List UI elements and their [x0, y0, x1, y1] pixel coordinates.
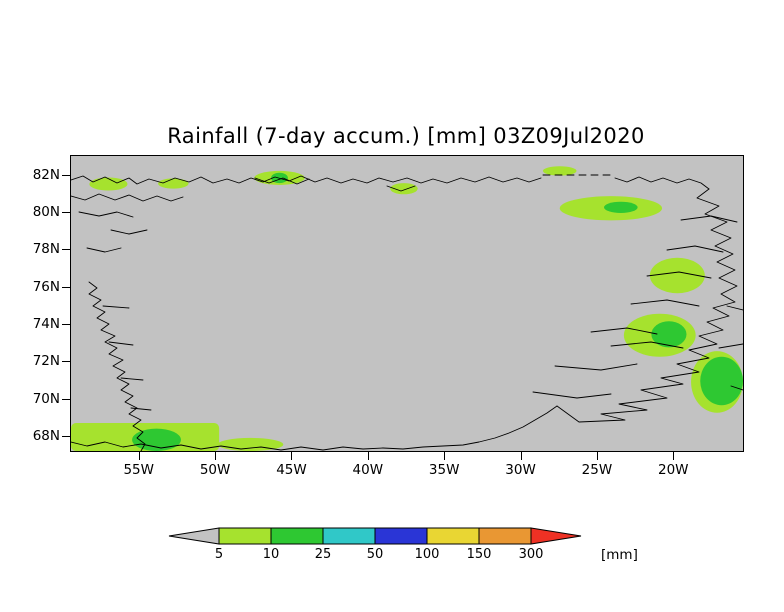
coastline-path — [726, 305, 743, 311]
lon-tick — [520, 452, 522, 460]
lon-tick-label: 40W — [352, 462, 384, 478]
coastline-path — [556, 188, 738, 423]
coastline-path — [130, 407, 152, 411]
coastline-path — [554, 363, 638, 371]
coastline-path — [71, 405, 558, 451]
lon-tick-label: 25W — [581, 462, 613, 478]
lon-tick — [367, 452, 369, 460]
lon-tick-label: 30W — [505, 462, 536, 478]
lat-tick — [62, 398, 70, 400]
coastline-path — [386, 185, 416, 192]
coastline-path — [254, 177, 310, 185]
colorbar-segment — [478, 527, 532, 545]
coastline-path — [88, 281, 146, 451]
rain-patch — [649, 257, 705, 294]
lon-tick-label: 35W — [428, 462, 460, 478]
colorbar-tick-label: 5 — [214, 547, 224, 562]
colorbar-tick-label: 50 — [366, 547, 384, 562]
coastline-path — [646, 271, 712, 279]
coastline-path — [680, 215, 738, 223]
coastlines — [71, 174, 743, 451]
rain-patch — [700, 356, 743, 406]
coastline-path — [102, 305, 130, 309]
lon-tick-label: 20W — [658, 462, 689, 478]
colorbar-tick-label: 100 — [414, 547, 440, 562]
colorbar-tick-label: 150 — [466, 547, 492, 562]
coastline-path — [718, 343, 743, 349]
coastline-path — [614, 176, 710, 190]
coastline-path — [86, 247, 122, 253]
lat-tick — [62, 211, 70, 213]
map-plot — [70, 155, 744, 452]
coastline-path — [108, 341, 134, 346]
lat-tick — [62, 286, 70, 288]
coastline-path — [71, 193, 184, 202]
lat-tick — [62, 361, 70, 363]
lat-tick-label: 74N — [32, 315, 60, 332]
rain-patch — [604, 201, 638, 213]
colorbar-segment — [426, 527, 480, 545]
lat-tick-label: 80N — [32, 203, 60, 220]
colorbar-unit-label: [mm] — [601, 547, 638, 563]
lon-tick-label: 50W — [199, 462, 231, 478]
lon-tick-label: 45W — [276, 462, 307, 478]
rain-patch — [542, 166, 577, 176]
lat-tick-label: 72N — [32, 353, 60, 370]
rain-patch — [89, 177, 128, 191]
lat-tick-label: 68N — [32, 427, 60, 444]
lat-tick-label: 78N — [32, 241, 60, 258]
lat-tick-label: 70N — [32, 390, 60, 407]
lon-tick — [444, 452, 446, 460]
colorbar-tick-label: 300 — [518, 547, 544, 562]
colorbar-tick-label: 10 — [262, 547, 280, 562]
colorbar-segment — [530, 527, 582, 545]
chart-title: Rainfall (7-day accum.) [mm] 03Z09Jul202… — [167, 124, 645, 148]
lat-tick — [62, 174, 70, 176]
lat-tick-label: 76N — [32, 278, 60, 295]
coastline-path — [610, 341, 684, 349]
colorbar-tick-label: 25 — [314, 547, 332, 562]
lat-tick-label: 82N — [32, 166, 60, 183]
lon-tick-label: 55W — [123, 462, 154, 478]
colorbar-segment — [322, 527, 376, 545]
rain-patch — [651, 321, 687, 348]
rain-patch — [158, 178, 189, 189]
lat-tick — [62, 249, 70, 251]
coastline-path — [532, 391, 612, 399]
lon-tick — [673, 452, 675, 460]
coastline-path — [120, 377, 144, 381]
map-canvas — [71, 166, 743, 451]
colorbar — [168, 527, 582, 545]
rain-patch — [390, 183, 418, 195]
lat-tick — [62, 323, 70, 325]
coastline-path — [730, 385, 743, 391]
colorbar-segment — [168, 527, 220, 545]
colorbar-segment — [270, 527, 324, 545]
lat-tick — [62, 435, 70, 437]
coastline-path — [590, 327, 658, 335]
lon-tick — [215, 452, 217, 460]
lon-tick — [291, 452, 293, 460]
lon-tick — [596, 452, 598, 460]
coastline-path — [110, 229, 148, 235]
coastline-path — [666, 245, 724, 253]
coastline-path — [630, 299, 700, 307]
coastline-path — [71, 175, 542, 185]
lon-tick — [138, 452, 140, 460]
colorbar-segment — [374, 527, 428, 545]
colorbar-segment — [218, 527, 272, 545]
coastline-path — [78, 211, 134, 218]
